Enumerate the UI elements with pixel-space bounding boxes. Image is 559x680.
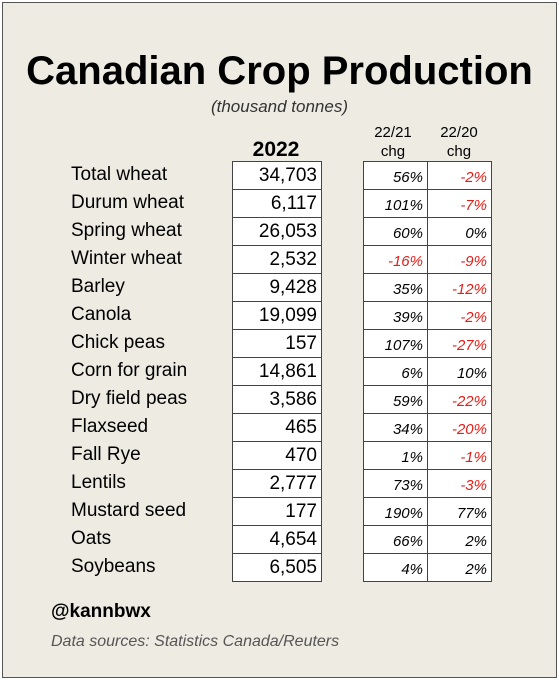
cell-2022-value: 3,586 [232, 385, 322, 414]
cell-chg-22-20: 10% [427, 357, 492, 386]
cell-2022-value: 4,654 [232, 525, 322, 554]
cell-chg-22-21: 35% [363, 273, 428, 302]
cell-chg-22-21: 190% [363, 497, 428, 526]
row-label: Mustard seed [71, 500, 187, 521]
cell-chg-22-20: 2% [427, 553, 492, 582]
chart-title: Canadian Crop Production [26, 49, 533, 93]
cell-2022-value: 19,099 [232, 301, 322, 330]
row-label: Winter wheat [71, 248, 182, 269]
chart-subtitle: (thousand tonnes) [210, 97, 349, 116]
cell-chg-22-21: 59% [363, 385, 428, 414]
cell-chg-22-20: -7% [427, 189, 492, 218]
row-label: Durum wheat [71, 192, 184, 213]
row-label: Dry field peas [71, 388, 188, 409]
cell-chg-22-20: 0% [427, 217, 492, 246]
cell-2022-value: 465 [232, 413, 322, 442]
cell-chg-22-20: -3% [427, 469, 492, 498]
cell-2022-value: 14,861 [232, 357, 322, 386]
cell-2022-value: 26,053 [232, 217, 322, 246]
cell-chg-22-20: -20% [427, 413, 492, 442]
cell-chg-22-20: 2% [427, 525, 492, 554]
row-label: Lentils [71, 472, 126, 493]
cell-chg-22-20: -12% [427, 273, 492, 302]
row-label: Oats [71, 528, 112, 549]
column-header-22-20-line1: 22/20 [440, 124, 478, 141]
row-label: Spring wheat [71, 220, 182, 241]
cell-chg-22-21: 1% [363, 441, 428, 470]
cell-2022-value: 470 [232, 441, 322, 470]
row-label: Total wheat [71, 164, 168, 185]
cell-chg-22-20: -2% [427, 301, 492, 330]
cell-chg-22-21: 6% [363, 357, 428, 386]
row-label: Soybeans [71, 556, 156, 577]
row-label: Corn for grain [71, 360, 188, 381]
cell-2022-value: 177 [232, 497, 322, 526]
row-label: Barley [71, 276, 125, 297]
data-source-note: Data sources: Statistics Canada/Reuters [51, 633, 340, 650]
column-header-22-21-chg: 22/21 chg [361, 123, 425, 161]
cell-chg-22-20: -2% [427, 161, 492, 190]
cell-chg-22-20: -9% [427, 245, 492, 274]
row-label: Flaxseed [71, 416, 149, 437]
cell-2022-value: 2,777 [232, 469, 322, 498]
column-header-22-21-line1: 22/21 [374, 124, 412, 141]
author-handle: @kannbwx [51, 601, 151, 622]
column-header-2022: 2022 [252, 138, 300, 161]
cell-chg-22-21: 101% [363, 189, 428, 218]
cell-chg-22-21: 66% [363, 525, 428, 554]
cell-2022-value: 9,428 [232, 273, 322, 302]
cell-2022-value: 34,703 [232, 161, 322, 190]
column-header-22-20-chg: 22/20 chg [427, 123, 491, 161]
row-label: Fall Rye [71, 444, 141, 465]
row-label: Canola [71, 304, 132, 325]
cell-chg-22-20: -1% [427, 441, 492, 470]
row-label: Chick peas [71, 332, 165, 353]
cell-chg-22-21: -16% [363, 245, 428, 274]
column-header-22-20-line2: chg [446, 143, 472, 160]
cell-chg-22-21: 60% [363, 217, 428, 246]
cell-chg-22-21: 56% [363, 161, 428, 190]
cell-chg-22-20: 77% [427, 497, 492, 526]
cell-2022-value: 6,505 [232, 553, 322, 582]
cell-2022-value: 2,532 [232, 245, 322, 274]
cell-chg-22-20: -22% [427, 385, 492, 414]
cell-chg-22-21: 107% [363, 329, 428, 358]
cell-chg-22-21: 4% [363, 553, 428, 582]
cell-2022-value: 157 [232, 329, 322, 358]
cell-chg-22-21: 39% [363, 301, 428, 330]
cell-chg-22-21: 73% [363, 469, 428, 498]
cell-2022-value: 6,117 [232, 189, 322, 218]
cell-chg-22-20: -27% [427, 329, 492, 358]
column-header-22-21-line2: chg [380, 143, 406, 160]
cell-chg-22-21: 34% [363, 413, 428, 442]
